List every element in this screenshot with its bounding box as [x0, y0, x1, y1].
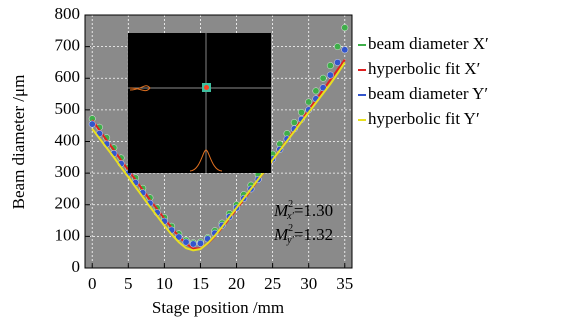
x-tick-label: 25	[264, 274, 281, 293]
legend-label: hyperbolic fit Y′	[368, 109, 480, 128]
y-axis-label: Beam diameter /μm	[9, 75, 28, 210]
data-point	[183, 239, 189, 245]
data-point	[342, 47, 348, 53]
data-point	[298, 109, 304, 115]
y-tick-label: 0	[72, 257, 81, 276]
data-point	[197, 240, 203, 246]
x-tick-label: 10	[156, 274, 173, 293]
y-tick-label: 700	[55, 36, 81, 55]
y-tick-label: 200	[55, 194, 81, 213]
data-point	[342, 24, 348, 30]
data-point	[327, 72, 333, 78]
y-tick-label: 500	[55, 99, 81, 118]
x-tick-label: 20	[228, 274, 245, 293]
x-tick-label: 0	[88, 274, 97, 293]
annotation-text: =1.32	[294, 225, 333, 244]
inset-background	[128, 33, 271, 173]
annotation-sup: 2	[288, 223, 293, 234]
inset-spot-core	[204, 85, 209, 90]
data-point	[334, 59, 340, 65]
y-tick-label: 300	[55, 162, 81, 181]
x-tick-label: 15	[192, 274, 209, 293]
data-point	[291, 119, 297, 125]
y-tick-label: 600	[55, 67, 81, 86]
legend-label: beam diameter Y′	[368, 84, 488, 103]
data-point	[327, 62, 333, 68]
data-point	[334, 43, 340, 49]
y-tick-label: 800	[55, 4, 81, 23]
data-point	[306, 99, 312, 105]
data-point	[89, 121, 95, 127]
data-point	[320, 75, 326, 81]
legend: beam diameter X′ hyperbolic fit X′ beam di…	[358, 34, 489, 128]
x-tick-label: 35	[336, 274, 353, 293]
chart: Beam diameter /μm Stage position /mm M2x…	[0, 0, 563, 320]
annotation-sup: 2	[288, 199, 293, 210]
data-point	[190, 241, 196, 247]
y-tick-label: 400	[55, 130, 81, 149]
x-tick-label: 5	[124, 274, 133, 293]
data-point	[313, 88, 319, 94]
y-tick-label: 100	[55, 225, 81, 244]
inset-image	[128, 33, 271, 173]
annotation-text: =1.30	[294, 201, 333, 220]
legend-label: beam diameter X′	[368, 34, 489, 53]
legend-label: hyperbolic fit X′	[368, 59, 480, 78]
x-axis-label: Stage position /mm	[152, 298, 284, 317]
x-tick-label: 30	[300, 274, 317, 293]
